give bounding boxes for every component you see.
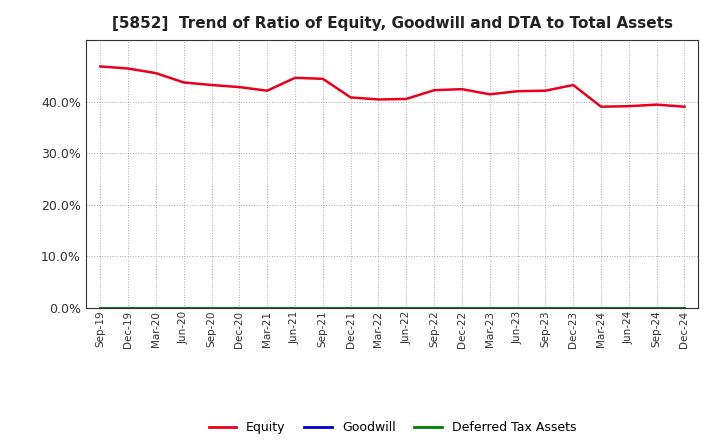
Goodwill — [374, 305, 383, 311]
Equity — [291, 75, 300, 81]
Goodwill — [402, 305, 410, 311]
Goodwill — [207, 305, 216, 311]
Goodwill — [235, 305, 243, 311]
Equity — [346, 95, 355, 100]
Deferred Tax Assets — [346, 305, 355, 311]
Goodwill — [680, 305, 689, 311]
Equity — [652, 102, 661, 107]
Equity — [569, 82, 577, 88]
Equity — [541, 88, 550, 93]
Equity — [235, 84, 243, 90]
Equity — [597, 104, 606, 109]
Goodwill — [513, 305, 522, 311]
Deferred Tax Assets — [263, 305, 271, 311]
Goodwill — [152, 305, 161, 311]
Goodwill — [541, 305, 550, 311]
Deferred Tax Assets — [569, 305, 577, 311]
Equity — [124, 66, 132, 71]
Deferred Tax Assets — [152, 305, 161, 311]
Deferred Tax Assets — [485, 305, 494, 311]
Deferred Tax Assets — [513, 305, 522, 311]
Deferred Tax Assets — [235, 305, 243, 311]
Deferred Tax Assets — [207, 305, 216, 311]
Equity — [207, 82, 216, 88]
Equity — [318, 76, 327, 81]
Deferred Tax Assets — [430, 305, 438, 311]
Deferred Tax Assets — [96, 305, 104, 311]
Goodwill — [485, 305, 494, 311]
Equity — [485, 92, 494, 97]
Equity — [263, 88, 271, 93]
Goodwill — [652, 305, 661, 311]
Legend: Equity, Goodwill, Deferred Tax Assets: Equity, Goodwill, Deferred Tax Assets — [204, 416, 581, 439]
Goodwill — [96, 305, 104, 311]
Deferred Tax Assets — [597, 305, 606, 311]
Equity — [430, 88, 438, 93]
Deferred Tax Assets — [680, 305, 689, 311]
Goodwill — [624, 305, 633, 311]
Goodwill — [263, 305, 271, 311]
Equity — [624, 103, 633, 109]
Equity — [152, 70, 161, 76]
Deferred Tax Assets — [318, 305, 327, 311]
Deferred Tax Assets — [541, 305, 550, 311]
Equity — [458, 87, 467, 92]
Equity — [179, 80, 188, 85]
Line: Equity: Equity — [100, 66, 685, 106]
Deferred Tax Assets — [624, 305, 633, 311]
Goodwill — [569, 305, 577, 311]
Equity — [96, 64, 104, 69]
Equity — [680, 104, 689, 109]
Goodwill — [458, 305, 467, 311]
Equity — [402, 96, 410, 102]
Goodwill — [318, 305, 327, 311]
Goodwill — [346, 305, 355, 311]
Goodwill — [291, 305, 300, 311]
Goodwill — [179, 305, 188, 311]
Equity — [513, 88, 522, 94]
Goodwill — [124, 305, 132, 311]
Deferred Tax Assets — [179, 305, 188, 311]
Deferred Tax Assets — [374, 305, 383, 311]
Title: [5852]  Trend of Ratio of Equity, Goodwill and DTA to Total Assets: [5852] Trend of Ratio of Equity, Goodwil… — [112, 16, 673, 32]
Equity — [374, 97, 383, 102]
Deferred Tax Assets — [458, 305, 467, 311]
Deferred Tax Assets — [402, 305, 410, 311]
Deferred Tax Assets — [652, 305, 661, 311]
Deferred Tax Assets — [291, 305, 300, 311]
Goodwill — [597, 305, 606, 311]
Goodwill — [430, 305, 438, 311]
Deferred Tax Assets — [124, 305, 132, 311]
